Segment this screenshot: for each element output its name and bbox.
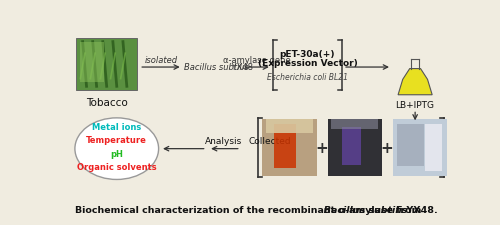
Bar (396, 124, 423, 166)
Text: Bacillus subtilis: Bacillus subtilis (184, 63, 249, 72)
Text: Temperature: Temperature (86, 136, 147, 145)
Text: pH: pH (110, 150, 123, 159)
Text: Organic solvents: Organic solvents (77, 163, 156, 172)
Text: Collected: Collected (248, 137, 291, 146)
Text: YX48.: YX48. (62, 206, 438, 215)
Bar (266, 119, 313, 133)
Text: Biochemical characterization of the recombinant α-amylase from: Biochemical characterization of the reco… (75, 206, 425, 215)
Bar (76, 38, 137, 90)
Bar (342, 127, 361, 165)
Bar (328, 119, 382, 176)
Text: α-amylase gene: α-amylase gene (223, 56, 291, 65)
Text: pET-30a(+): pET-30a(+) (280, 50, 335, 59)
Text: Escherichia coli BL21: Escherichia coli BL21 (267, 73, 348, 82)
Text: (Expression Vector): (Expression Vector) (258, 59, 358, 68)
Ellipse shape (75, 118, 158, 180)
Bar (80, 42, 104, 82)
Polygon shape (398, 69, 432, 95)
Text: Bacillus subtilis: Bacillus subtilis (93, 206, 407, 215)
Text: Tobacco: Tobacco (86, 98, 128, 108)
Bar (332, 119, 378, 129)
Text: isolated: isolated (144, 56, 178, 65)
Text: +: + (316, 141, 328, 156)
Text: YX48: YX48 (229, 63, 253, 72)
Text: Analysis: Analysis (205, 137, 242, 146)
Text: +: + (381, 141, 394, 156)
Bar (392, 119, 447, 176)
Text: Metal ions: Metal ions (92, 123, 142, 132)
Text: LB+IPTG: LB+IPTG (396, 101, 434, 110)
Bar (425, 124, 442, 171)
Bar (262, 119, 316, 176)
Bar (274, 124, 296, 168)
